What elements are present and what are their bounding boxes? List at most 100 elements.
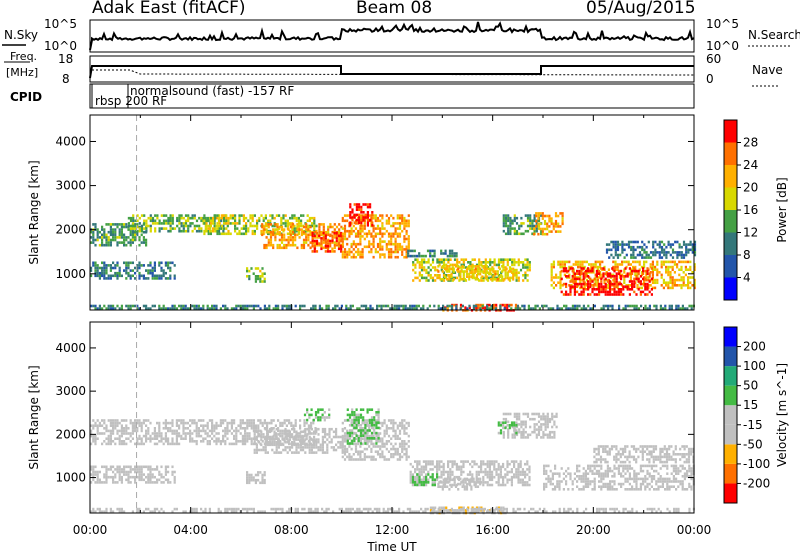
echo-cell — [398, 307, 401, 310]
echo-cell — [582, 275, 585, 278]
echo-cell — [289, 225, 292, 229]
echo-cell — [343, 214, 347, 217]
echo-cell — [370, 219, 373, 223]
echo-cell — [279, 429, 282, 433]
echo-cell — [283, 233, 286, 237]
echo-cell — [599, 260, 602, 264]
echo-cell — [596, 284, 599, 287]
echo-cell — [147, 437, 150, 440]
echo-cell — [348, 232, 351, 236]
echo-cell — [499, 468, 502, 471]
echo-cell — [573, 290, 576, 294]
echo-cell — [211, 419, 214, 422]
echo-cell — [145, 269, 148, 272]
echo-cell — [624, 304, 627, 308]
echo-cell — [616, 263, 619, 266]
echo-cell — [404, 304, 407, 308]
echo-cell — [248, 478, 251, 482]
echo-cell — [241, 442, 244, 446]
echo-cell — [407, 252, 410, 255]
echo-cell — [604, 277, 607, 281]
echo-cell — [107, 304, 110, 308]
echo-cell — [211, 304, 214, 308]
echo-cell — [449, 470, 452, 474]
echo-cell — [513, 268, 516, 272]
echo-cell — [355, 421, 358, 424]
echo-cell — [303, 421, 306, 425]
echo-cell — [403, 222, 406, 225]
echo-cell — [516, 304, 519, 308]
echo-cell — [610, 248, 613, 252]
echo-cell — [323, 418, 326, 422]
echo-cell — [327, 225, 330, 229]
echo-cell — [642, 269, 645, 273]
echo-cell — [385, 458, 388, 461]
echo-cell — [436, 276, 439, 280]
echo-cell — [140, 437, 143, 440]
echo-cell — [665, 281, 668, 284]
echo-cell — [94, 440, 97, 443]
echo-cell — [360, 211, 363, 214]
echo-cell — [626, 288, 629, 291]
echo-cell — [296, 246, 299, 250]
echo-cell — [615, 282, 618, 286]
echo-cell — [651, 260, 654, 264]
echo-cell — [509, 219, 512, 223]
echo-cell — [285, 419, 288, 422]
echo-cell — [660, 248, 664, 252]
echo-cell — [307, 243, 310, 247]
echo-cell — [213, 427, 216, 430]
echo-cell — [434, 266, 437, 269]
frequency-trace — [89, 65, 694, 79]
echo-cell — [680, 286, 683, 290]
echo-cell — [355, 218, 358, 222]
echo-cell — [540, 232, 543, 236]
echo-cell — [632, 248, 635, 252]
echo-cell — [598, 293, 601, 296]
echo-cell — [140, 229, 144, 233]
echo-cell — [576, 277, 579, 281]
echo-cell — [353, 431, 356, 435]
echo-cell — [164, 465, 167, 469]
echo-cell — [476, 272, 480, 276]
echo-cell — [318, 228, 321, 231]
echo-cell — [305, 236, 308, 239]
echo-cell — [335, 231, 338, 235]
echo-cell — [207, 219, 210, 223]
echo-cell — [149, 224, 152, 228]
echo-cell — [508, 279, 512, 282]
echo-cell — [482, 460, 485, 463]
echo-cell — [547, 307, 550, 310]
echo-cell — [599, 276, 602, 279]
echo-cell — [512, 275, 515, 278]
echo-cell — [509, 267, 513, 271]
echo-cell — [656, 251, 659, 254]
echo-cell — [648, 280, 651, 283]
echo-cell — [307, 238, 310, 242]
echo-cell — [418, 462, 421, 466]
echo-cell — [125, 419, 128, 422]
echo-cell — [517, 263, 520, 267]
echo-cell — [107, 223, 110, 226]
echo-cell — [667, 268, 670, 271]
echo-cell — [273, 229, 276, 233]
echo-cell — [303, 413, 307, 417]
echo-cell — [191, 421, 194, 425]
echo-cell — [513, 263, 516, 267]
echo-cell — [149, 481, 152, 484]
echo-cell — [258, 216, 261, 220]
echo-cell — [637, 272, 640, 275]
echo-cell — [350, 458, 353, 461]
echo-cell — [656, 273, 659, 277]
echo-cell — [453, 475, 456, 479]
echo-cell — [685, 253, 688, 257]
echo-cell — [269, 435, 272, 439]
echo-cell — [311, 222, 314, 225]
echo-cell — [606, 290, 609, 294]
echo-cell — [656, 260, 659, 264]
echo-cell — [475, 276, 479, 280]
echo-cell — [418, 473, 421, 476]
echo-cell — [209, 216, 212, 220]
echo-cell — [499, 483, 502, 487]
echo-cell — [125, 236, 128, 239]
